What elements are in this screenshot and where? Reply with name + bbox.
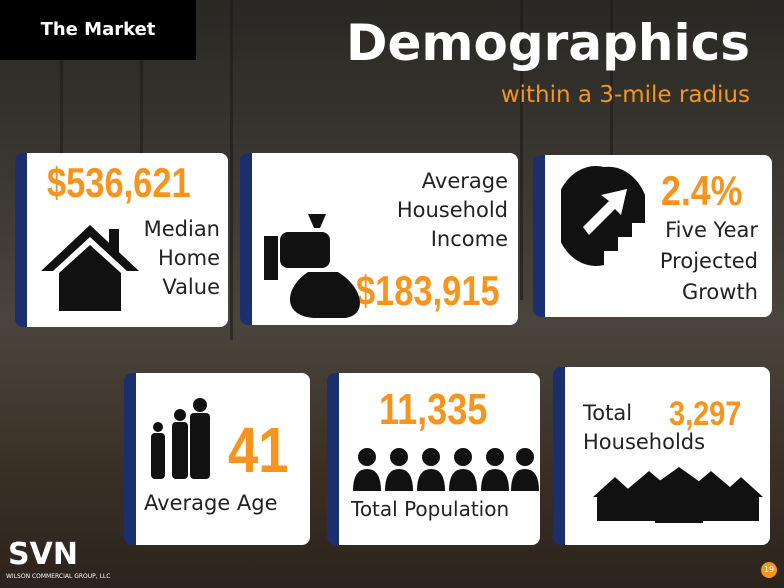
stat-card: 11,335 Total Population bbox=[327, 373, 540, 545]
stat-card: 41 Average Age bbox=[124, 373, 310, 545]
label-line: Household bbox=[396, 198, 508, 222]
people-icon bbox=[353, 448, 539, 491]
stat-value: 41 bbox=[228, 414, 289, 486]
label-line: Value bbox=[162, 275, 220, 299]
stat-label: Total Population bbox=[351, 495, 509, 524]
stat-value: 11,335 bbox=[379, 385, 488, 434]
label-line: Total bbox=[583, 401, 633, 425]
label-line: Average bbox=[421, 169, 508, 193]
stat-value: $183,915 bbox=[356, 267, 500, 314]
page-subtitle: within a 3-mile radius bbox=[500, 82, 750, 108]
label-line: Home bbox=[157, 246, 220, 270]
stat-value: 3,297 bbox=[669, 395, 742, 433]
stat-label: Five Year Projected Growth bbox=[660, 215, 758, 308]
label-line: Households bbox=[583, 430, 706, 454]
label-line: Five Year bbox=[665, 218, 758, 242]
stat-label: Average Household Income bbox=[397, 167, 508, 254]
label-line: Average Age bbox=[144, 491, 278, 515]
background-tree bbox=[610, 0, 613, 280]
growth-icon bbox=[561, 166, 645, 266]
page-number: 19 bbox=[761, 562, 777, 578]
label-line: Income bbox=[430, 227, 508, 251]
background-tree bbox=[520, 0, 523, 300]
stat-label: Total Households bbox=[583, 399, 705, 457]
label-line: Total Population bbox=[351, 497, 510, 521]
label-line: Median bbox=[143, 217, 220, 241]
stat-card: Total Households 3,297 bbox=[553, 367, 770, 545]
company-name: WILSON COMMERCIAL GROUP, LLC bbox=[6, 573, 111, 580]
stat-label: Median Home Value bbox=[144, 215, 220, 302]
houses-icon bbox=[593, 467, 763, 523]
stat-label: Average Age bbox=[144, 489, 278, 518]
stat-value: 2.4% bbox=[661, 167, 743, 214]
background-tree bbox=[60, 0, 63, 300]
section-tag: The Market bbox=[0, 0, 196, 60]
label-line: Projected bbox=[659, 249, 758, 273]
label-line: Growth bbox=[681, 280, 758, 304]
money-bag-icon bbox=[264, 214, 360, 318]
house-icon bbox=[41, 225, 139, 311]
page-title: Demographics bbox=[346, 14, 750, 72]
logo: SVN bbox=[8, 537, 78, 572]
stat-card: 2.4% Five Year Projected Growth bbox=[533, 155, 772, 317]
stat-card: Average Household Income $183,915 bbox=[240, 153, 518, 325]
background-tree bbox=[230, 0, 233, 340]
family-icon bbox=[151, 398, 210, 479]
background-tree bbox=[140, 0, 143, 260]
stat-value: $536,621 bbox=[47, 159, 191, 206]
stat-card: $536,621 Median Home Value bbox=[15, 153, 228, 327]
